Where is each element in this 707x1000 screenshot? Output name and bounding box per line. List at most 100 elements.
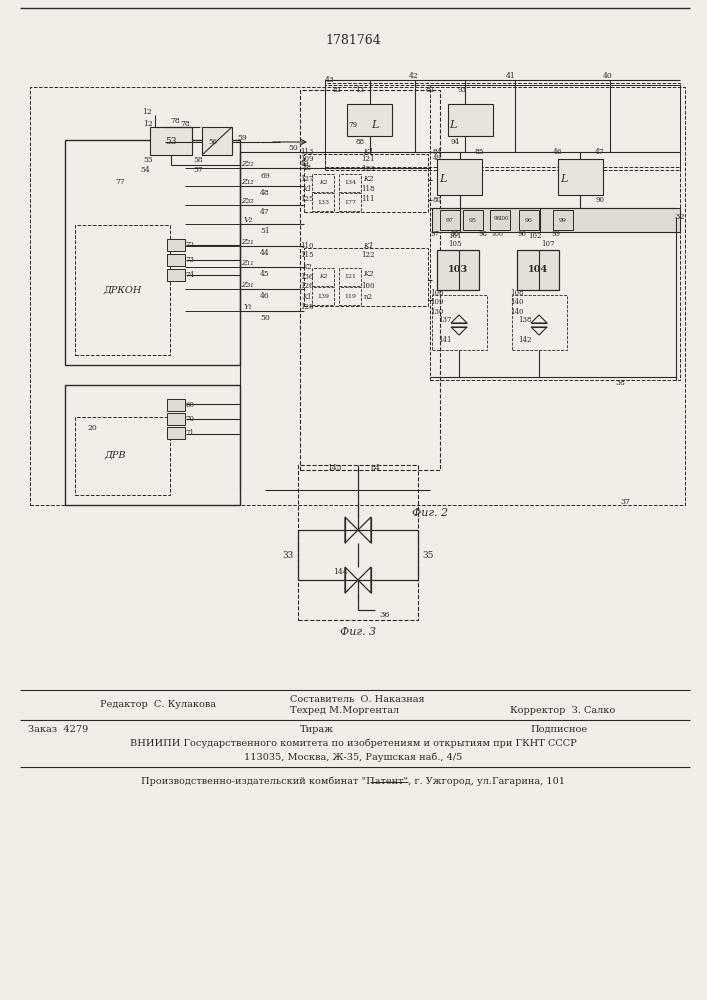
Text: 79: 79	[349, 121, 358, 129]
Text: Y₁: Y₁	[244, 303, 252, 311]
Text: 50: 50	[260, 314, 270, 322]
Text: 95: 95	[469, 218, 477, 223]
Text: 59: 59	[237, 134, 247, 142]
Text: Фиг. 3: Фиг. 3	[340, 627, 376, 637]
Text: 54: 54	[140, 166, 150, 174]
Text: Составитель  О. Наказная: Составитель О. Наказная	[290, 695, 425, 704]
Bar	[347, 104, 392, 136]
Text: 109: 109	[300, 155, 314, 163]
Text: 90: 90	[595, 196, 604, 204]
Bar	[558, 159, 603, 195]
Bar	[202, 127, 232, 155]
Text: 177: 177	[344, 200, 356, 205]
Bar	[167, 269, 185, 281]
Text: Заказ  4279: Заказ 4279	[28, 725, 88, 734]
Text: 98: 98	[479, 230, 488, 238]
Bar	[30, 87, 685, 505]
Text: 32: 32	[674, 213, 685, 221]
Text: 82: 82	[426, 86, 435, 94]
Text: 43: 43	[325, 76, 335, 84]
Text: Z₃₂: Z₃₂	[242, 197, 255, 205]
Text: Подписное: Подписное	[530, 725, 587, 734]
Text: 140: 140	[510, 308, 524, 316]
Text: 110: 110	[300, 242, 314, 250]
Text: 122: 122	[361, 251, 375, 259]
Bar	[75, 417, 170, 495]
Bar	[75, 225, 170, 355]
Text: 100: 100	[491, 232, 503, 236]
Bar	[167, 254, 185, 266]
Text: ДРКОН: ДРКОН	[104, 286, 142, 294]
Text: 48: 48	[260, 189, 270, 197]
Text: 80: 80	[433, 196, 441, 204]
Text: 119: 119	[344, 294, 356, 298]
Text: 126: 126	[300, 282, 314, 290]
Text: 45: 45	[260, 270, 270, 278]
Text: 94: 94	[450, 138, 460, 146]
Text: K1: K1	[363, 242, 373, 250]
Bar	[440, 210, 460, 230]
Bar	[448, 104, 493, 136]
Text: Фиг. 2: Фиг. 2	[412, 508, 448, 518]
Text: 48: 48	[303, 164, 312, 172]
Text: 71: 71	[185, 429, 194, 437]
Text: 57: 57	[193, 166, 203, 174]
Bar	[325, 85, 680, 170]
Text: 13: 13	[356, 86, 364, 94]
Text: 137: 137	[438, 316, 452, 324]
Bar	[490, 210, 510, 230]
Text: K1: K1	[302, 293, 312, 301]
Text: 38: 38	[615, 379, 625, 387]
Bar	[65, 140, 240, 365]
Text: 50: 50	[288, 144, 298, 152]
Text: 55: 55	[143, 156, 153, 164]
Text: 46: 46	[553, 148, 563, 156]
Text: 47: 47	[260, 208, 270, 216]
Bar	[150, 127, 192, 155]
Text: K2: K2	[319, 180, 327, 186]
Text: 96: 96	[525, 218, 533, 223]
Text: 118: 118	[361, 185, 375, 193]
Text: K1: K1	[302, 185, 312, 193]
Bar	[339, 174, 361, 192]
Text: 128: 128	[300, 303, 314, 311]
Text: 130: 130	[431, 308, 444, 316]
Text: 97: 97	[446, 218, 454, 223]
Text: 111: 111	[361, 195, 375, 203]
Text: 101: 101	[448, 232, 462, 240]
Bar	[339, 268, 361, 286]
Bar	[339, 193, 361, 211]
Text: 58: 58	[193, 156, 203, 164]
Text: 140: 140	[510, 298, 524, 306]
Text: 96: 96	[518, 230, 527, 238]
Text: L: L	[450, 120, 457, 130]
Text: Тираж: Тираж	[300, 725, 334, 734]
Text: 99: 99	[551, 230, 561, 238]
Text: L: L	[371, 120, 379, 130]
Text: K2: K2	[302, 263, 312, 271]
Text: 49: 49	[433, 154, 441, 162]
Text: 142: 142	[518, 336, 532, 344]
Text: Редактор  С. Кулакова: Редактор С. Кулакова	[100, 700, 216, 709]
Text: K2: K2	[319, 274, 327, 279]
Bar	[312, 268, 334, 286]
Text: 51: 51	[260, 227, 270, 235]
Text: 37: 37	[620, 498, 630, 506]
Text: 95: 95	[450, 230, 460, 238]
Text: 56: 56	[209, 138, 218, 146]
Bar	[304, 248, 428, 306]
Text: 93: 93	[457, 86, 467, 94]
Text: 1781764: 1781764	[325, 33, 381, 46]
Text: 115: 115	[300, 251, 314, 259]
Text: ВНИИПИ Государственного комитета по изобретениям и открытиям при ГКНТ СССР: ВНИИПИ Государственного комитета по изоб…	[129, 739, 576, 748]
Text: 78: 78	[180, 120, 190, 128]
Text: 97: 97	[431, 230, 440, 238]
Text: 72: 72	[185, 241, 194, 249]
Text: 53: 53	[165, 136, 177, 145]
Text: 108: 108	[510, 289, 524, 297]
Text: 12: 12	[142, 108, 152, 116]
Text: 106: 106	[431, 289, 444, 297]
Bar	[298, 465, 418, 620]
Bar	[312, 174, 334, 192]
Text: 40: 40	[603, 72, 613, 80]
